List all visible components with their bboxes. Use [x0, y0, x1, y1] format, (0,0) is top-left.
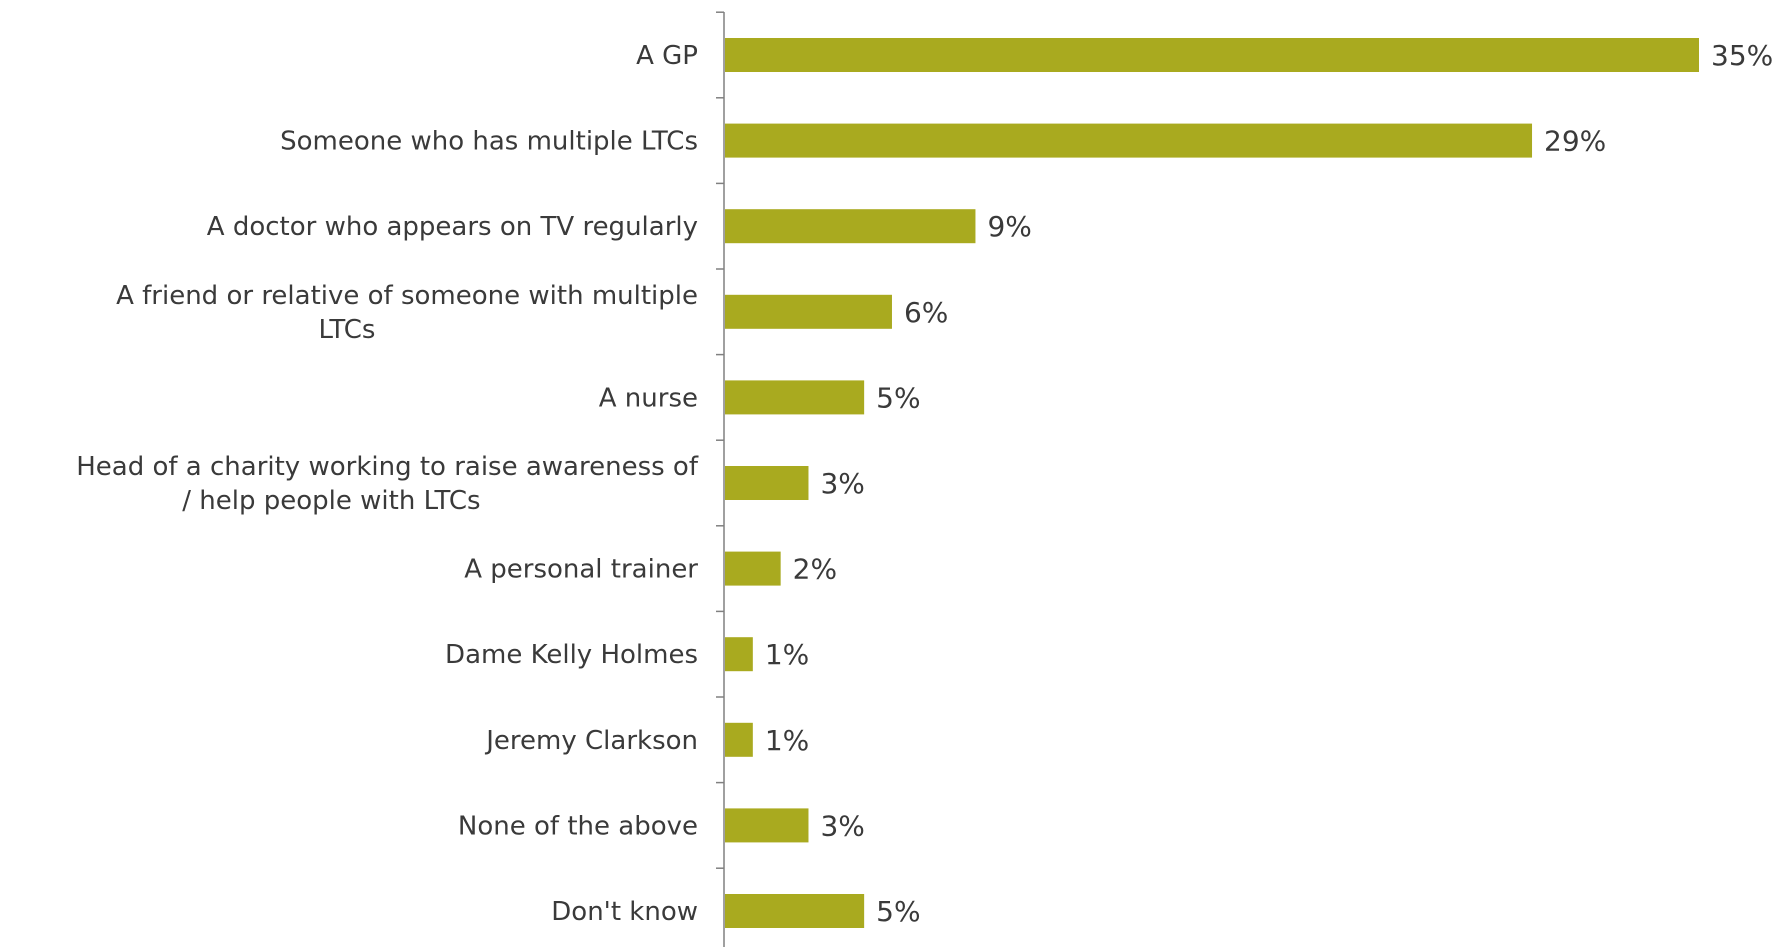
category-label: Someone who has multiple LTCs	[280, 127, 698, 157]
bars-group	[725, 38, 1699, 928]
bar	[725, 123, 1533, 158]
category-label: A friend or relative of someone with mul…	[116, 281, 698, 345]
value-label: 29%	[1544, 125, 1606, 158]
value-label: 3%	[820, 809, 864, 842]
category-label: Dame Kelly Holmes	[445, 640, 698, 670]
category-label: Don't know	[551, 897, 698, 927]
bar	[725, 294, 892, 329]
bar	[725, 466, 809, 500]
value-label: 5%	[876, 381, 920, 414]
category-label: A nurse	[599, 383, 698, 413]
value-labels: 35% 29% 9% 6% 5% 3% 2% 1% 1% 3% 5%	[765, 39, 1773, 928]
value-label: 1%	[765, 638, 809, 671]
category-label: A doctor who appears on TV regularly	[207, 212, 698, 242]
category-labels: A GP Someone who has multiple LTCs A docto…	[76, 41, 699, 927]
bar	[725, 894, 865, 928]
value-label: 9%	[987, 210, 1031, 243]
category-label: A GP	[636, 41, 698, 71]
category-label: Jeremy Clarkson	[484, 726, 698, 756]
category-label: None of the above	[458, 811, 698, 841]
value-label: 1%	[765, 724, 809, 757]
bar	[725, 209, 976, 244]
bar	[725, 722, 753, 757]
value-label: 6%	[904, 296, 948, 329]
category-label: A personal trainer	[464, 555, 698, 585]
category-axis	[716, 11, 725, 947]
value-label: 3%	[820, 467, 864, 500]
value-label: 35%	[1711, 39, 1773, 72]
bar	[725, 551, 781, 586]
bar	[725, 38, 1699, 72]
value-label: 2%	[793, 553, 837, 586]
bar	[725, 380, 865, 415]
category-label: Head of a charity working to raise aware…	[76, 452, 699, 516]
bar	[725, 808, 809, 843]
bar	[725, 637, 753, 672]
value-label: 5%	[876, 895, 920, 928]
